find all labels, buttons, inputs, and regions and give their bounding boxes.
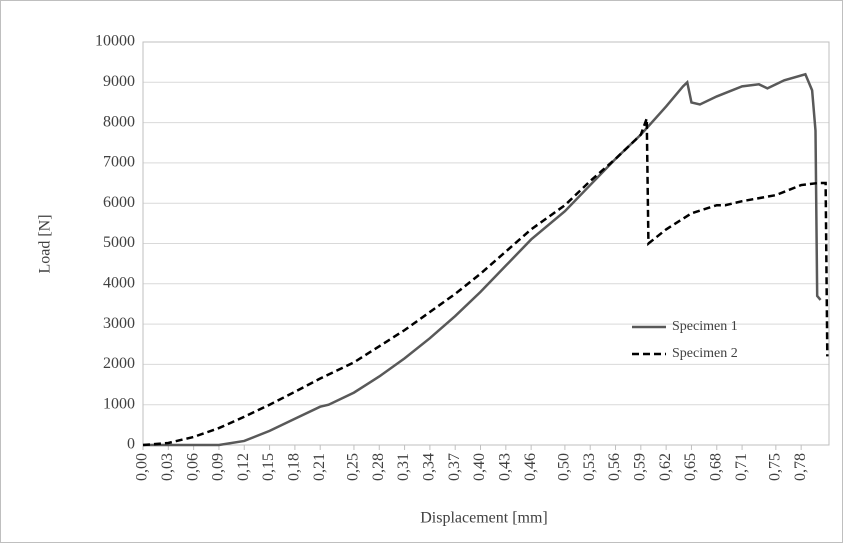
x-tick-label: 0,09 [210,453,227,481]
x-tick-label: 0,43 [497,453,514,481]
y-tick-label: 10000 [95,33,135,50]
x-tick-label: 0,21 [311,453,328,481]
x-tick-label: 0,75 [767,453,784,481]
x-tick-label: 0,06 [184,453,201,481]
x-tick-label: 0,65 [682,453,699,481]
x-tick-label: 0,28 [370,453,387,481]
y-tick-label: 7000 [103,154,135,171]
x-tick-label: 0,40 [471,453,488,481]
plot-frame [142,41,830,446]
x-tick-label: 0,37 [446,453,463,481]
x-tick-label: 0,50 [556,453,573,481]
x-tick-label: 0,03 [159,453,176,481]
y-tick-label: 2000 [103,355,135,372]
x-tick-label: 0,71 [733,453,750,481]
x-tick-label: 0,12 [235,453,252,481]
x-tick-label: 0,18 [286,453,303,481]
legend-label: Specimen 2 [672,346,738,361]
x-axis-label: Displacement [mm] [420,510,548,527]
y-tick-label: 3000 [103,315,135,332]
y-tick-label: 9000 [103,73,135,90]
y-tick-label: 6000 [103,194,135,211]
y-tick-label: 0 [127,436,135,453]
x-tick-label: 0,78 [792,453,809,481]
legend-label: Specimen 1 [672,319,738,334]
x-tick-label: 0,62 [657,453,674,481]
x-tick-label: 0,53 [581,453,598,481]
series-line [143,72,822,447]
x-tick-label: 0,56 [606,453,623,481]
x-tick-label: 0,15 [260,453,277,481]
y-tick-label: 4000 [103,274,135,291]
x-tick-label: 0,31 [395,453,412,481]
x-tick-label: 0,68 [707,453,724,481]
x-tick-label: 0,59 [632,453,649,481]
x-tick-label: 0,25 [345,453,362,481]
x-tick-label: 0,00 [134,453,151,481]
x-tick-label: 0,34 [421,453,438,481]
y-tick-label: 5000 [103,234,135,251]
series-line [142,118,829,447]
y-tick-label: 8000 [103,113,135,130]
x-tick-label: 0,46 [522,453,539,481]
y-tick-label: 1000 [103,395,135,412]
y-axis-label: Load [N] [37,214,54,273]
